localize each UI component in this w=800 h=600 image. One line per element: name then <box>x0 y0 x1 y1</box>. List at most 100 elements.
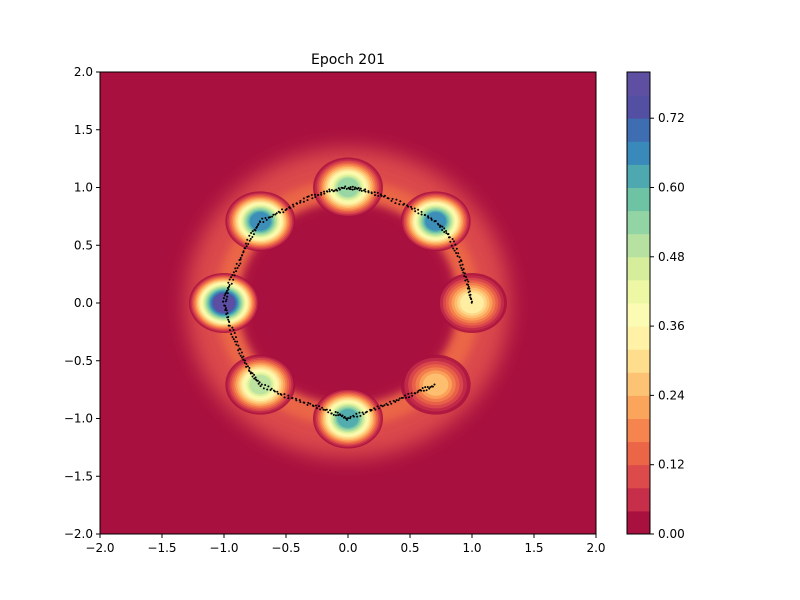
sample-point <box>386 403 389 406</box>
sample-point <box>466 287 469 290</box>
sample-point <box>468 287 471 290</box>
sample-point <box>307 401 310 404</box>
sample-point <box>248 369 251 372</box>
sample-point <box>462 271 465 274</box>
colorbar-tick-label: 0.12 <box>658 458 685 472</box>
sample-point <box>320 191 323 194</box>
colorbar-segment <box>627 210 650 235</box>
sample-point <box>251 235 254 238</box>
sample-point <box>356 187 359 190</box>
sample-point <box>374 408 377 411</box>
sample-point <box>319 408 322 411</box>
sample-point <box>340 186 343 189</box>
sample-point <box>335 188 338 191</box>
sample-point <box>336 411 339 414</box>
sample-point <box>328 188 331 191</box>
sample-point <box>427 215 430 218</box>
sample-point <box>470 301 473 304</box>
sample-point <box>253 373 256 376</box>
y-tick-label: −1.5 <box>64 469 93 483</box>
sample-point <box>330 412 333 415</box>
sample-point <box>424 386 427 389</box>
sample-point <box>355 412 358 415</box>
sample-point <box>441 225 444 228</box>
sample-point <box>239 262 242 265</box>
sample-point <box>283 396 286 399</box>
colorbar-segment <box>627 487 650 512</box>
sample-point <box>346 418 349 421</box>
sample-point <box>330 188 333 191</box>
sample-point <box>314 196 317 199</box>
sample-point <box>437 223 440 226</box>
sample-point <box>395 198 398 201</box>
sample-point <box>353 188 356 191</box>
colorbar-tick-label: 0.36 <box>658 319 685 333</box>
colorbar-segment <box>627 233 650 258</box>
sample-point <box>271 215 274 218</box>
sample-point <box>373 191 376 194</box>
sample-point <box>417 212 420 215</box>
colorbar-segment <box>627 118 650 142</box>
sample-point <box>356 415 359 418</box>
sample-point <box>244 242 247 245</box>
sample-point <box>468 294 471 297</box>
sample-point <box>434 220 437 223</box>
sample-point <box>317 193 320 196</box>
sample-point <box>233 332 236 335</box>
sample-point <box>239 256 242 259</box>
sample-point <box>237 264 240 267</box>
sample-point <box>281 208 284 211</box>
sample-point <box>295 399 298 402</box>
colorbar: 0.00 0.12 0.24 0.36 0.48 0.60 0.72 <box>626 71 685 541</box>
sample-point <box>235 343 238 346</box>
sample-point <box>260 383 263 386</box>
sample-point <box>238 259 241 262</box>
y-tick-label: 1.5 <box>74 123 93 137</box>
sample-point <box>227 324 230 327</box>
y-tick-label: 2.0 <box>74 65 93 79</box>
sample-point <box>364 411 367 414</box>
sample-point <box>277 392 280 395</box>
sample-point <box>227 316 230 319</box>
sample-point <box>445 232 448 235</box>
sample-point <box>407 392 410 395</box>
sample-point <box>254 376 257 379</box>
sample-point <box>464 279 467 282</box>
sample-point <box>237 344 240 347</box>
sample-point <box>245 362 248 365</box>
sample-point <box>414 210 417 213</box>
sample-point <box>445 230 448 233</box>
sample-point <box>247 242 250 245</box>
sample-point <box>259 220 262 223</box>
sample-point <box>385 402 388 405</box>
sample-point <box>312 405 315 408</box>
sample-point <box>446 233 449 236</box>
sample-point <box>245 365 248 368</box>
sample-point <box>376 191 379 194</box>
sample-point <box>262 387 265 390</box>
sample-point <box>287 394 290 397</box>
sample-point <box>248 234 251 237</box>
sample-point <box>360 189 363 192</box>
sample-point <box>348 187 351 190</box>
sample-point <box>276 390 279 393</box>
sample-point <box>392 399 395 402</box>
sample-point <box>376 405 379 408</box>
sample-point <box>343 187 346 190</box>
colorbar-tick-label: 0.72 <box>658 111 685 125</box>
sample-point <box>243 359 246 362</box>
sample-point <box>450 244 453 247</box>
sample-point <box>266 388 269 391</box>
sample-point <box>243 361 246 364</box>
sample-point <box>228 278 231 281</box>
sample-point <box>370 191 373 194</box>
sample-point <box>364 190 367 193</box>
sample-point <box>459 264 462 267</box>
sample-point <box>453 240 456 243</box>
y-tick-label: −1.0 <box>64 412 93 426</box>
sample-point <box>236 340 239 343</box>
sample-point <box>323 190 326 193</box>
sample-point <box>226 289 229 292</box>
sample-point <box>240 351 243 354</box>
